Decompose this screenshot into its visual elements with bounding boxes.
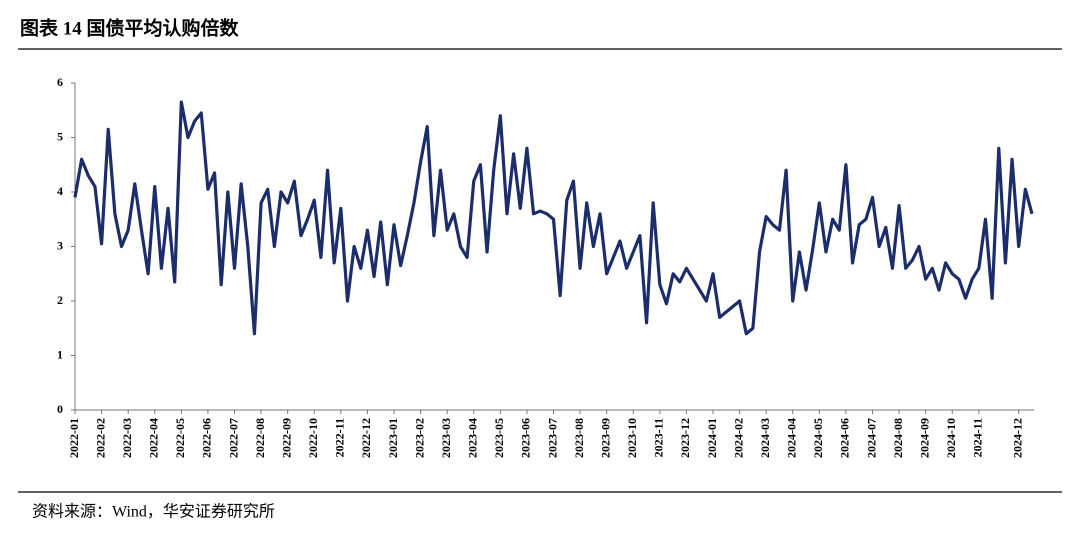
- y-tick-label: 4: [57, 184, 63, 198]
- x-tick-label: 2022-03: [120, 418, 134, 458]
- x-tick-label: 2024-05: [811, 418, 825, 458]
- x-tick-label: 2022-04: [147, 418, 161, 458]
- x-tick-label: 2023-05: [492, 418, 506, 458]
- x-tick-label: 2023-07: [545, 418, 559, 458]
- x-tick-label: 2023-08: [572, 418, 586, 458]
- x-tick-label: 2022-08: [253, 418, 267, 458]
- x-tick-label: 2022-07: [226, 418, 240, 458]
- y-tick-label: 3: [57, 238, 63, 252]
- y-tick-label: 6: [57, 75, 63, 89]
- x-tick-label: 2024-02: [731, 418, 745, 458]
- y-tick-label: 1: [57, 347, 63, 361]
- x-tick-label: 2024-06: [838, 418, 852, 458]
- x-tick-label: 2022-06: [200, 418, 214, 458]
- x-tick-label: 2023-02: [412, 418, 426, 458]
- x-tick-label: 2022-02: [93, 418, 107, 458]
- x-tick-label: 2022-11: [333, 418, 347, 457]
- x-tick-label: 2023-10: [625, 418, 639, 458]
- chart-title: 图表 14 国债平均认购倍数: [20, 16, 240, 39]
- x-tick-label: 2022-01: [67, 418, 81, 458]
- y-tick-label: 5: [57, 129, 63, 143]
- x-tick-label: 2023-03: [439, 418, 453, 458]
- x-tick-label: 2024-07: [864, 418, 878, 458]
- x-tick-label: 2023-12: [678, 418, 692, 458]
- x-tick-label: 2022-09: [279, 418, 293, 458]
- x-tick-label: 2024-10: [944, 418, 958, 458]
- x-tick-label: 2023-06: [519, 418, 533, 458]
- x-tick-label: 2024-09: [917, 418, 931, 458]
- x-tick-label: 2023-09: [598, 418, 612, 458]
- x-tick-label: 2022-10: [306, 418, 320, 458]
- x-tick-label: 2024-08: [891, 418, 905, 458]
- x-tick-label: 2024-12: [1010, 418, 1024, 458]
- x-tick-label: 2022-12: [359, 418, 373, 458]
- source: 资料来源：Wind，华安证券研究所: [32, 503, 275, 521]
- data-line: [73, 100, 1034, 336]
- x-tick-label: 2023-04: [466, 418, 480, 458]
- x-tick-label: 2023-11: [652, 418, 666, 457]
- x-tick-label: 2024-01: [705, 418, 719, 458]
- y-tick-label: 2: [57, 293, 63, 307]
- x-tick-label: 2024-11: [971, 418, 985, 457]
- x-tick-label: 2024-04: [785, 418, 799, 458]
- y-tick-label: 0: [57, 402, 63, 416]
- x-tick-label: 2023-01: [386, 418, 400, 458]
- x-tick-label: 2022-05: [173, 418, 187, 458]
- x-tick-label: 2024-03: [758, 418, 772, 458]
